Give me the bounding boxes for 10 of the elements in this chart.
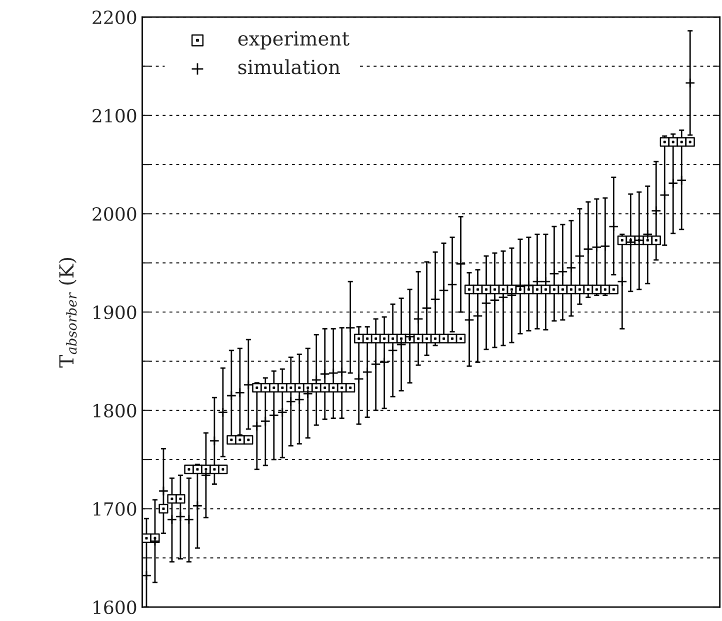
y-tick-label: 2200 [92, 10, 136, 24]
y-tick-label: 2100 [92, 108, 136, 123]
y-tick-label: 1600 [94, 600, 136, 614]
y-tick-label: 1700 [94, 502, 136, 516]
y-axis-title: T$_{absorber}$ (K) [58, 258, 77, 368]
legend-label: experiment [238, 31, 350, 50]
legend-label: simulation [238, 59, 340, 74]
y-tick-label: 1800 [94, 404, 136, 418]
y-tick-label: 1900 [94, 306, 136, 320]
y-tick-label: 2000 [92, 207, 136, 221]
